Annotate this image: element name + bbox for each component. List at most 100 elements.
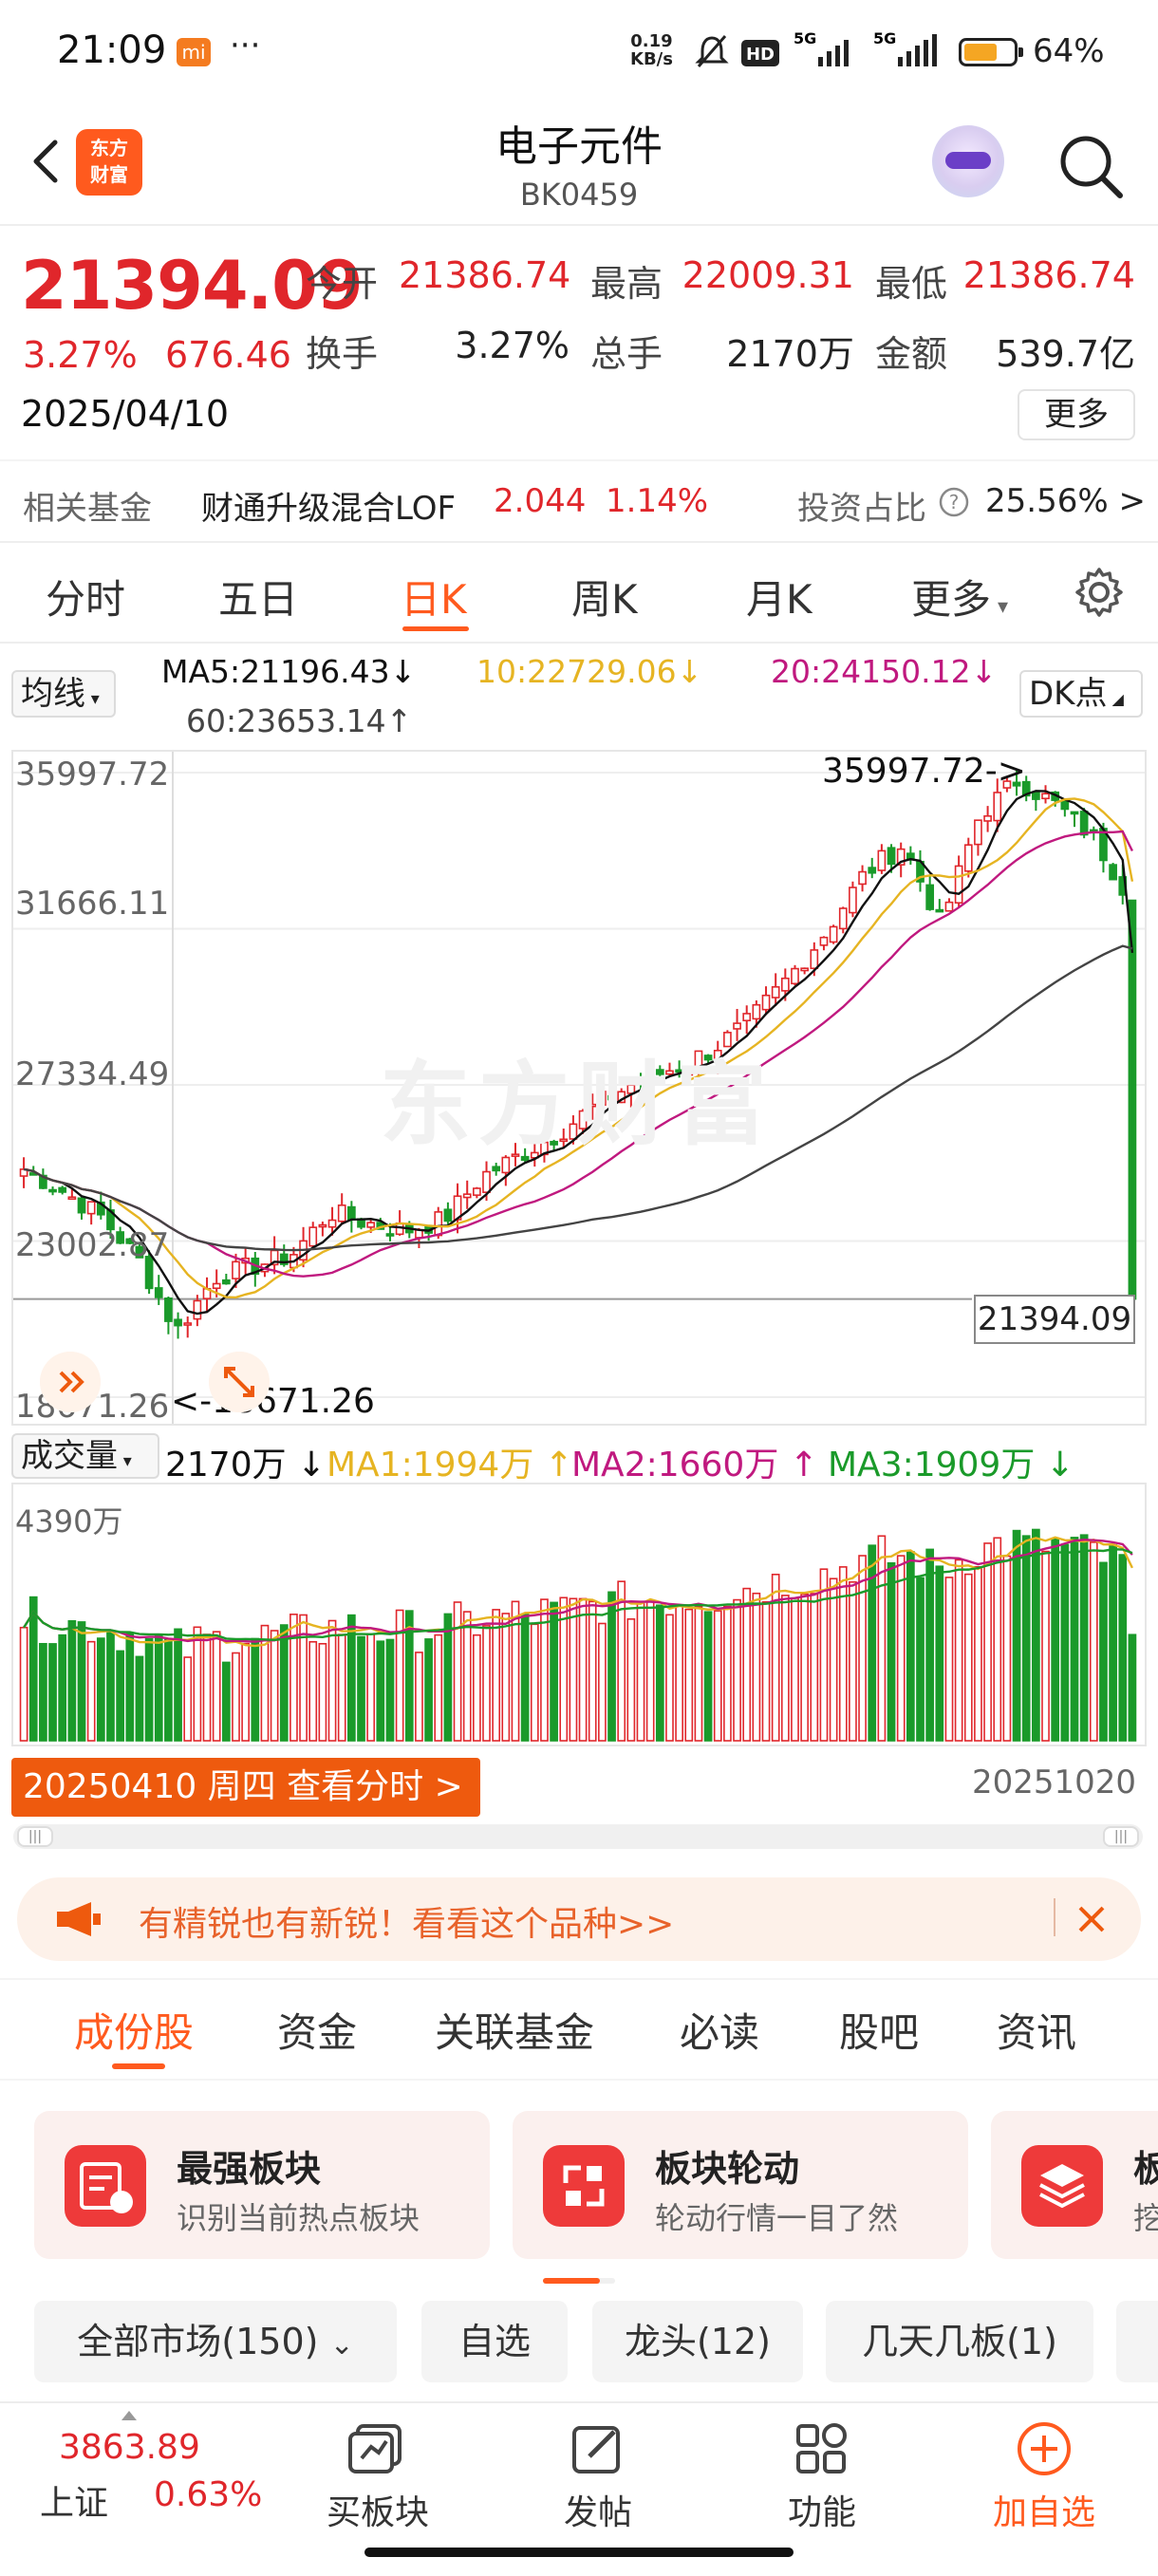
- volume-indicator-selector[interactable]: 成交量 ▾: [11, 1433, 159, 1479]
- close-icon[interactable]: [1073, 1900, 1111, 1938]
- candle-body-18: [193, 1299, 202, 1320]
- candle-body-46: [462, 1193, 472, 1199]
- view-intraday-button[interactable]: 20250410 周四 查看分时 >: [11, 1758, 480, 1817]
- scroll-handle-left[interactable]: |||: [17, 1826, 53, 1847]
- logo-text-1: 东方: [90, 137, 128, 159]
- tab-five-day[interactable]: 五日: [218, 576, 299, 623]
- volume-bar-95: [935, 1565, 944, 1742]
- promo-banner[interactable]: 有精锐也有新锐！看看这个品种>>: [17, 1877, 1141, 1961]
- resize-icon[interactable]: [209, 1352, 270, 1412]
- card-sector-rotation[interactable]: 板块轮动 轮动行情一目了然: [513, 2111, 968, 2259]
- candle-body-73: [723, 1032, 732, 1048]
- dk-point-button[interactable]: DK点 ◢: [1019, 670, 1143, 718]
- volume-bar-87: [858, 1555, 867, 1742]
- volume-bar-98: [963, 1573, 973, 1742]
- sector-chart-icon: [65, 2145, 146, 2227]
- index-name[interactable]: 上证: [40, 2484, 109, 2523]
- candle-body-89: [877, 849, 887, 871]
- search-icon[interactable]: [1054, 129, 1126, 201]
- page-title: 电子元件: [495, 122, 663, 171]
- tab-news[interactable]: 资讯: [997, 2009, 1077, 2056]
- more-notifications-icon: ···: [230, 27, 261, 65]
- card-third[interactable]: 板 挖: [991, 2111, 1158, 2259]
- gear-icon[interactable]: [1073, 566, 1126, 619]
- candle-body-8: [96, 1201, 105, 1216]
- tab-more[interactable]: 更多 ▾: [911, 568, 1008, 625]
- candle-body-59: [588, 1103, 597, 1108]
- related-fund-label: 相关基金: [23, 490, 152, 528]
- filter-consecutive-limit[interactable]: 几天几板(1): [826, 2301, 1093, 2382]
- logo-text-2: 财富: [90, 163, 128, 186]
- candle-body-6: [77, 1197, 86, 1214]
- help-icon[interactable]: ?: [938, 486, 970, 518]
- candle-body-82: [810, 949, 819, 970]
- volume-bar-31: [318, 1642, 327, 1742]
- open-label: 今开: [306, 263, 379, 305]
- kline-chart[interactable]: [11, 750, 1147, 1426]
- candle-body-49: [492, 1166, 501, 1172]
- nav-functions[interactable]: 功能: [746, 2411, 898, 2534]
- promo-text: 有精锐也有新锐！看看这个品种>>: [139, 1905, 675, 1944]
- filter-all-markets[interactable]: 全部市场(150) ⌄: [34, 2301, 397, 2382]
- tab-weekly-k[interactable]: 周K: [571, 576, 638, 623]
- nav-post[interactable]: 发帖: [522, 2411, 674, 2534]
- volume-bar-67: [665, 1614, 674, 1742]
- index-change[interactable]: 0.63%: [154, 2475, 263, 2514]
- tab-funds-flow[interactable]: 资金: [277, 2009, 358, 2056]
- investment-ratio-value[interactable]: 25.56% >: [985, 482, 1146, 520]
- add-circle-icon: [1018, 2422, 1071, 2475]
- back-arrow-icon[interactable]: [19, 133, 76, 190]
- candle-body-56: [559, 1138, 569, 1143]
- volume-bar-84: [829, 1577, 838, 1742]
- home-indicator[interactable]: [364, 2548, 794, 2557]
- chart-scrollbar[interactable]: ||| |||: [13, 1824, 1143, 1849]
- candle-body-86: [849, 887, 857, 914]
- volume-bar-26: [270, 1630, 279, 1742]
- volume-bar-35: [357, 1635, 365, 1742]
- open-value: 21386.74: [399, 254, 571, 296]
- tab-must-read[interactable]: 必读: [680, 2009, 760, 2056]
- volume-bar-97: [954, 1559, 963, 1742]
- candle-body-85: [838, 907, 848, 930]
- end-date-label: 20251020: [972, 1764, 1137, 1801]
- volume-bar-111: [1089, 1541, 1098, 1742]
- nav-buy-sector[interactable]: 买板块: [302, 2411, 454, 2534]
- ma-line-ma10: [23, 797, 1134, 1299]
- volume-bar-113: [1109, 1544, 1117, 1742]
- assistant-robot-icon[interactable]: [932, 125, 1004, 197]
- candle-body-78: [771, 986, 780, 999]
- nav-add-watchlist[interactable]: 加自选: [968, 2411, 1120, 2534]
- filter-more[interactable]: [1116, 2301, 1158, 2382]
- indicator-selector[interactable]: 均线 ▾: [11, 670, 116, 718]
- volume-bar-102: [1002, 1555, 1012, 1742]
- index-value[interactable]: 3863.89: [59, 2428, 200, 2467]
- tab-forum[interactable]: 股吧: [839, 2009, 920, 2056]
- tab-daily-k[interactable]: 日K: [401, 576, 467, 623]
- tab-monthly-k[interactable]: 月K: [746, 576, 812, 623]
- candle-body-108: [1060, 800, 1070, 811]
- scroll-handle-right[interactable]: |||: [1103, 1826, 1139, 1847]
- card-strongest-sector[interactable]: 最强板块 识别当前热点板块: [34, 2111, 490, 2259]
- up-caret-icon: [121, 2411, 137, 2420]
- volume-bar-74: [733, 1598, 741, 1742]
- filter-watchlist[interactable]: 自选: [421, 2301, 568, 2382]
- expand-icon[interactable]: [40, 1352, 101, 1412]
- volume-bar-100: [983, 1542, 992, 1742]
- volume-bar-92: [906, 1551, 915, 1742]
- volume-bar-23: [241, 1642, 251, 1742]
- volume-bar-78: [771, 1574, 780, 1742]
- more-quote-button[interactable]: 更多: [1018, 389, 1135, 440]
- tab-constituents[interactable]: 成份股: [74, 2009, 195, 2056]
- filter-leaders[interactable]: 龙头(12): [592, 2301, 803, 2382]
- eastmoney-logo[interactable]: 东方 财富: [76, 129, 142, 196]
- volume-chart[interactable]: [11, 1483, 1147, 1746]
- volume-bar-47: [473, 1633, 481, 1742]
- net-speed-value: 0.19: [630, 31, 673, 51]
- tab-intraday[interactable]: 分时: [46, 576, 126, 623]
- candle-body-11: [125, 1238, 135, 1244]
- candle-body-21: [221, 1279, 231, 1285]
- volume-bar-8: [96, 1637, 105, 1742]
- tab-related-funds[interactable]: 关联基金: [435, 2009, 595, 2056]
- chevron-down-icon: ⌄: [329, 2328, 354, 2361]
- related-fund-name[interactable]: 财通升级混合LOF: [201, 490, 457, 528]
